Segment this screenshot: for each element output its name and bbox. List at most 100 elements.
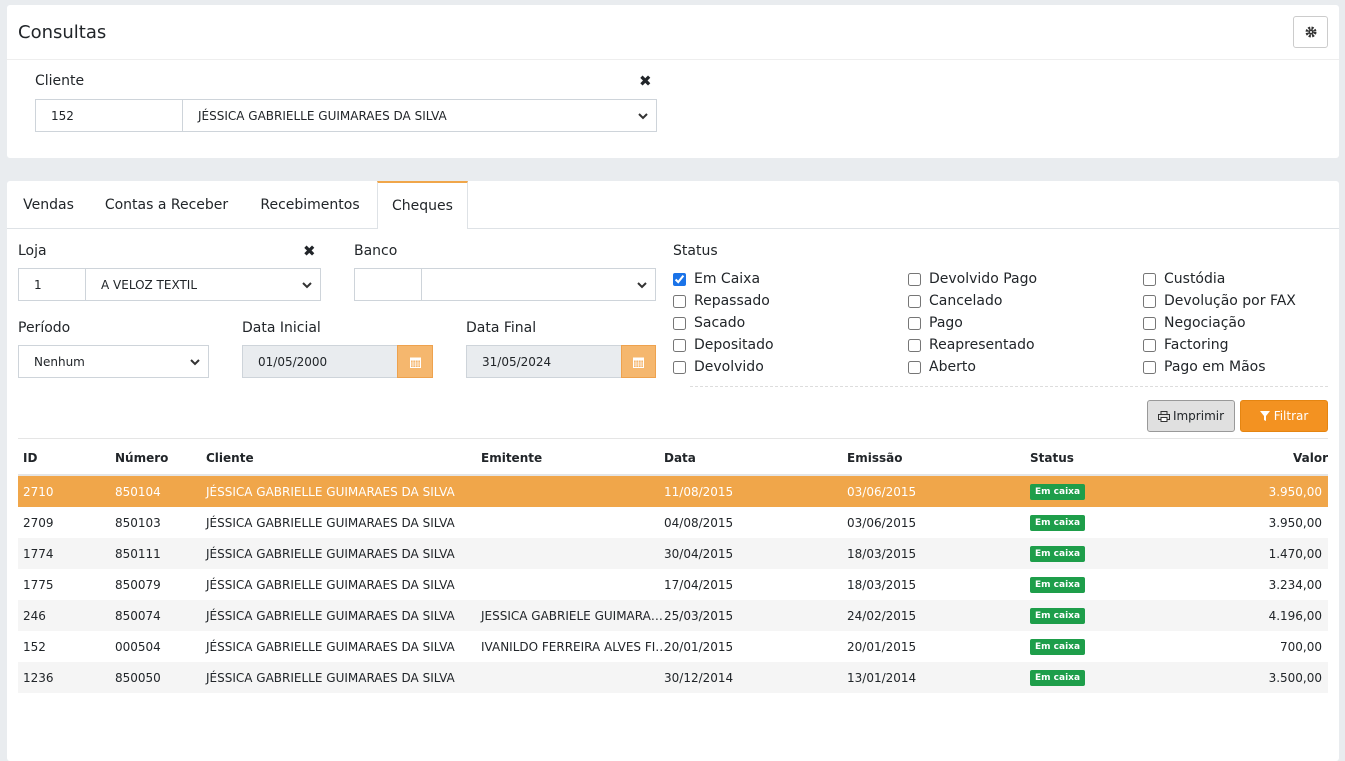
cell: 13/01/2014: [847, 662, 916, 693]
client-select[interactable]: JÉSSICA GABRIELLE GUIMARAES DA SILVA: [182, 99, 657, 132]
table-row[interactable]: 1775 850079 JÉSSICA GABRIELLE GUIMARAES DA…: [18, 569, 1328, 600]
cell: 1774: [23, 538, 54, 569]
table-row[interactable]: 2709850103JÉSSICA GABRIELLE GUIMARAES DA…: [18, 507, 1328, 538]
status-option: Factoring: [1143, 335, 1229, 355]
start-date-picker[interactable]: [397, 345, 433, 378]
period-select[interactable]: Nenhum: [18, 345, 209, 378]
cell: IVANILDO FERREIRA ALVES FI…: [481, 631, 667, 662]
cell: 700,00: [1280, 631, 1322, 662]
column-header: Data: [664, 451, 696, 465]
page: Consultas {"header": {"title": "Consulta…: [0, 0, 1345, 742]
cell: JESSICA GABRIELE GUIMARA…: [481, 600, 663, 631]
status-option: Pago em Mãos: [1143, 357, 1266, 377]
end-date-picker[interactable]: [621, 345, 656, 378]
status-checkbox[interactable]: [1143, 317, 1156, 330]
status-option-label: Factoring: [1164, 337, 1229, 353]
status-checkbox[interactable]: [673, 339, 686, 352]
calendar-icon: [633, 356, 644, 368]
start-date-input[interactable]: 01/05/2000: [242, 345, 398, 378]
status-option: Devolvido: [673, 357, 764, 377]
cell: 03/06/2015: [847, 507, 916, 538]
status-badge: Em caixa: [1030, 546, 1085, 562]
cell: Em caixa: [1030, 600, 1085, 631]
table-row[interactable]: 152000504JÉSSICA GABRIELLE GUIMARAES DA …: [18, 631, 1328, 662]
filter-label: Filtrar: [1274, 409, 1309, 423]
status-badge: Em caixa: [1030, 484, 1085, 500]
status-checkbox[interactable]: [673, 295, 686, 308]
bank-code-input[interactable]: [354, 268, 422, 301]
cell: 1236: [23, 662, 54, 693]
tab[interactable]: Recebimentos: [243, 181, 377, 229]
settings-button[interactable]: [1293, 16, 1328, 48]
column-header: Emitente: [481, 451, 542, 465]
store-code-input[interactable]: 1: [18, 268, 86, 301]
tab[interactable]: Cheques: [377, 181, 468, 229]
cell: 152: [23, 631, 46, 662]
cell: 20/01/2015: [847, 631, 916, 662]
cell: 000504: [115, 631, 161, 662]
status-badge: Em caixa: [1030, 670, 1085, 686]
cell: 3.234,00: [1269, 569, 1322, 600]
status-checkbox[interactable]: [673, 273, 686, 286]
cell: 1775: [23, 569, 54, 600]
status-checkbox[interactable]: [908, 361, 921, 374]
table-row[interactable]: 1774850111JÉSSICA GABRIELLE GUIMARAES DA…: [18, 538, 1328, 569]
status-option-label: Em Caixa: [694, 271, 760, 287]
filter-button[interactable]: Filtrar: [1240, 400, 1328, 432]
separator: [18, 438, 1328, 439]
status-checkbox[interactable]: [1143, 361, 1156, 374]
status-label: Status: [673, 242, 718, 260]
cell: 3.950,00: [1269, 476, 1322, 507]
column-header: Cliente: [206, 451, 254, 465]
cell: 4.196,00: [1269, 600, 1322, 631]
end-date-input[interactable]: 31/05/2024: [466, 345, 622, 378]
cell: Em caixa: [1030, 538, 1085, 569]
cell: 850079: [115, 569, 161, 600]
cell: 17/04/2015: [664, 569, 733, 600]
cell: 04/08/2015: [664, 507, 733, 538]
cell: JÉSSICA GABRIELLE GUIMARAES DA SILVA: [206, 507, 455, 538]
status-option-label: Repassado: [694, 293, 770, 309]
status-badge: Em caixa: [1030, 639, 1085, 655]
cell: Em caixa: [1030, 662, 1085, 693]
tab[interactable]: Vendas: [7, 181, 90, 229]
end-date-label: Data Final: [466, 319, 536, 337]
calendar-icon: [410, 356, 421, 368]
status-checkbox[interactable]: [1143, 295, 1156, 308]
client-code-input[interactable]: 152: [35, 99, 183, 132]
page-title: Consultas: [18, 22, 106, 43]
table-row[interactable]: 2710850104JÉSSICA GABRIELLE GUIMARAES DA…: [18, 476, 1328, 507]
status-option: Custódia: [1143, 269, 1225, 289]
status-checkbox[interactable]: [673, 317, 686, 330]
cell: JÉSSICA GABRIELLE GUIMARAES DA SILVA: [206, 600, 455, 631]
table-row[interactable]: 246850074JÉSSICA GABRIELLE GUIMARAES DA …: [18, 600, 1328, 631]
status-checkbox[interactable]: [1143, 273, 1156, 286]
cell: 3.950,00: [1269, 507, 1322, 538]
cell: JÉSSICA GABRIELLE GUIMARAES DA SILVA: [206, 569, 455, 600]
status-checkbox[interactable]: [908, 339, 921, 352]
status-checkbox[interactable]: [908, 317, 921, 330]
period-value: Nenhum: [34, 355, 85, 369]
table-row[interactable]: 1236850050JÉSSICA GABRIELLE GUIMARAES DA…: [18, 662, 1328, 693]
store-select[interactable]: A VELOZ TEXTIL: [85, 268, 321, 301]
status-checkbox[interactable]: [908, 273, 921, 286]
clear-client[interactable]: ✖: [639, 72, 652, 90]
status-option-label: Devolvido: [694, 359, 764, 375]
bank-select[interactable]: [421, 268, 656, 301]
chevron: [637, 281, 647, 289]
status-option: Negociação: [1143, 313, 1246, 333]
status-option-label: Cancelado: [929, 293, 1002, 309]
status-divider: [690, 386, 1328, 387]
status-option: Sacado: [673, 313, 745, 333]
cell: 2709: [23, 507, 54, 538]
status-checkbox[interactable]: [673, 361, 686, 374]
status-option-label: Reapresentado: [929, 337, 1035, 353]
cell: 18/03/2015: [847, 569, 916, 600]
print-button[interactable]: Imprimir: [1147, 400, 1235, 432]
status-checkbox[interactable]: [908, 295, 921, 308]
clear-store[interactable]: ✖: [303, 242, 316, 260]
start-date-label: Data Inicial: [242, 319, 321, 337]
status-checkbox[interactable]: [1143, 339, 1156, 352]
cell: 1.470,00: [1269, 538, 1322, 569]
tab[interactable]: Contas a Receber: [90, 181, 243, 229]
